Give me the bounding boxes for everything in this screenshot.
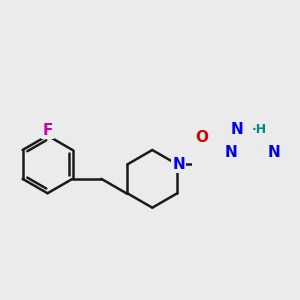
Text: N: N bbox=[231, 122, 244, 136]
Text: N: N bbox=[172, 157, 185, 172]
Text: N: N bbox=[225, 146, 238, 160]
Text: N: N bbox=[268, 146, 281, 160]
Text: ·H: ·H bbox=[252, 123, 267, 136]
Text: O: O bbox=[195, 130, 208, 145]
Text: F: F bbox=[42, 123, 53, 138]
